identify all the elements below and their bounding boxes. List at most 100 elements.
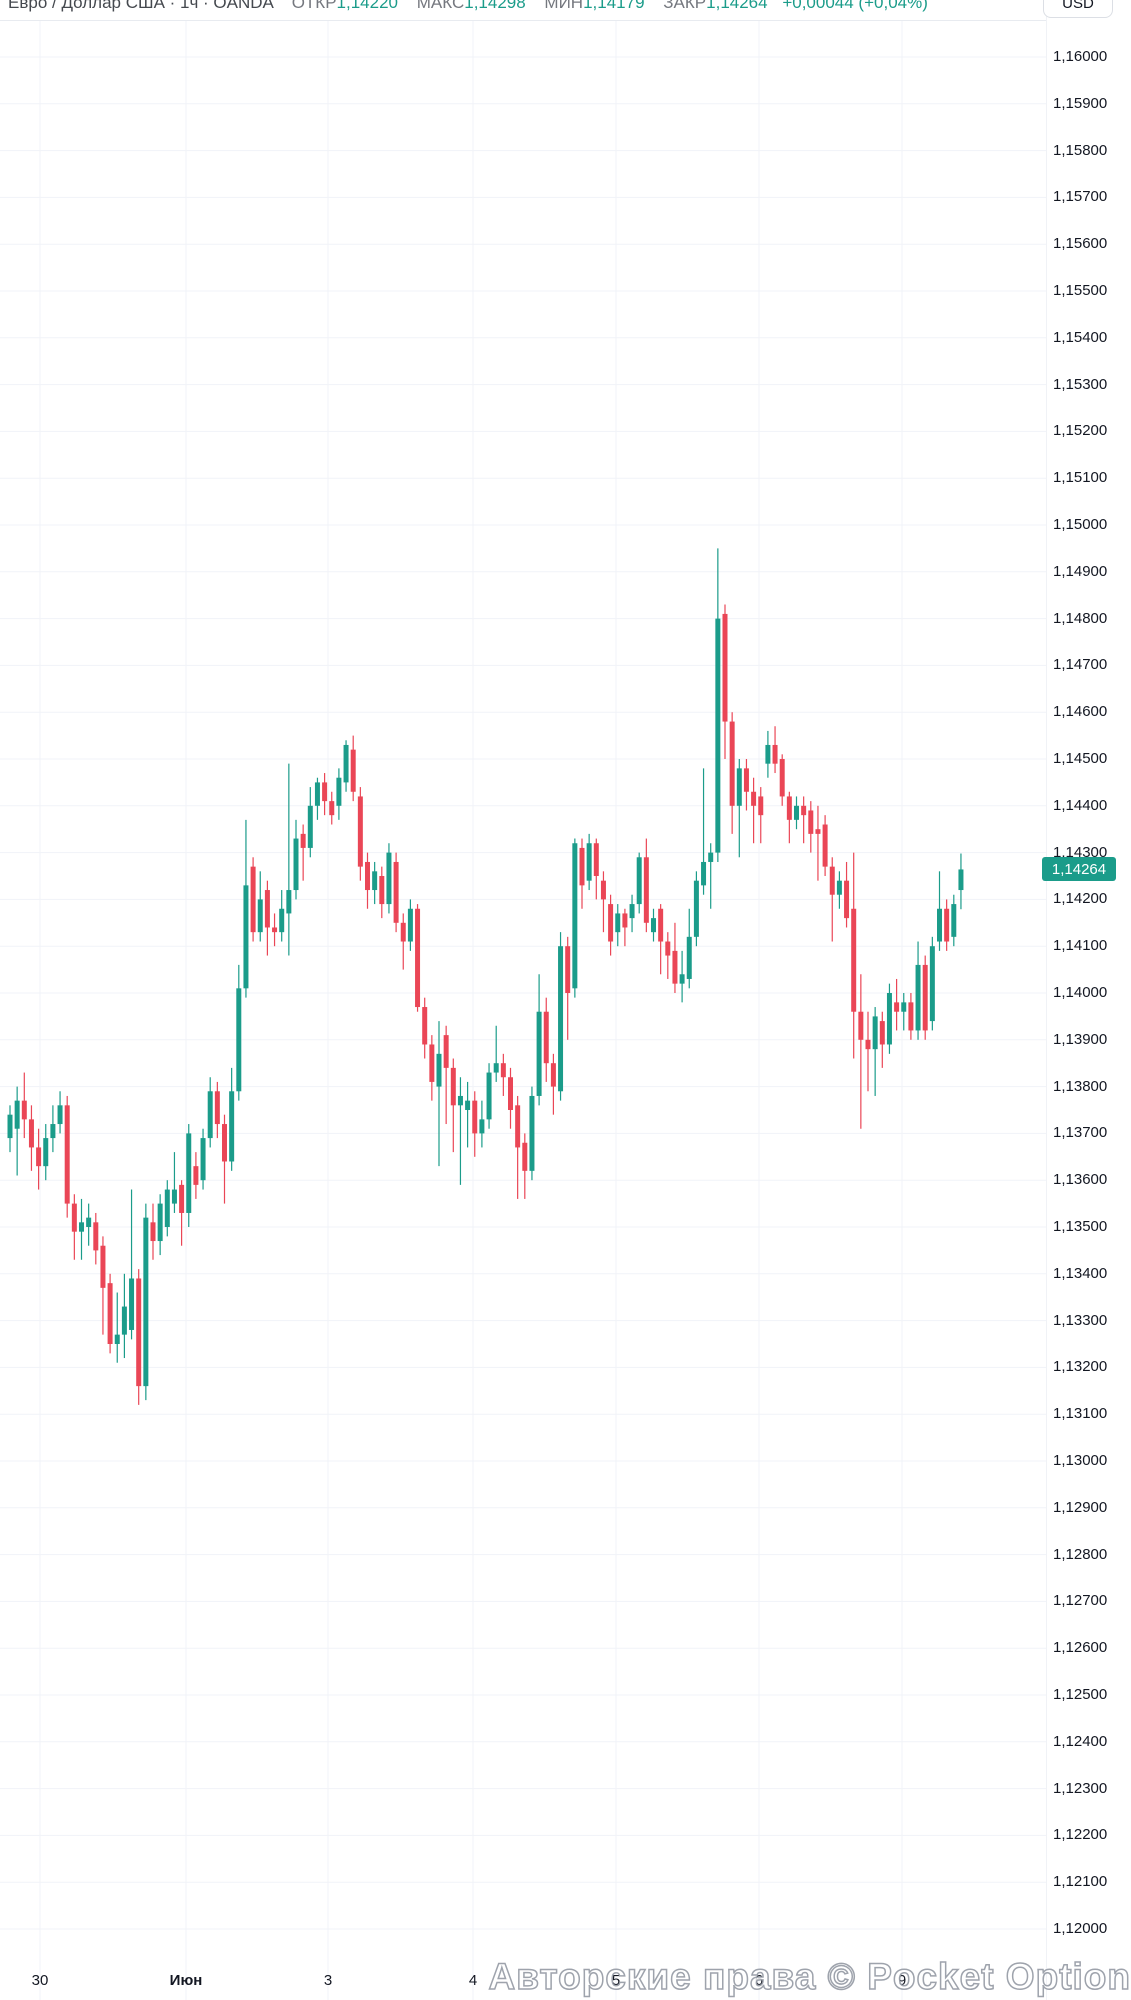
candle-down: [786, 791, 792, 844]
legend-high-value: 1,14298: [464, 0, 526, 12]
candle-up: [157, 1194, 163, 1256]
price-axis-label: 1,14500: [1053, 750, 1108, 767]
candle-up: [372, 861, 378, 905]
price-axis-label: 1,15500: [1053, 282, 1108, 299]
price-axis-label: 1,14300: [1053, 843, 1108, 861]
candle-up: [43, 1124, 49, 1181]
price-axis-label: 1,14000: [1053, 984, 1108, 1001]
candle-up: [79, 1198, 84, 1260]
currency-button[interactable]: USD: [1043, 0, 1113, 18]
candle-down: [722, 604, 728, 759]
candle-down: [608, 894, 614, 956]
candle-down: [322, 773, 328, 816]
candle-down: [565, 936, 571, 1040]
candle-up: [586, 833, 592, 891]
candle-up: [279, 890, 285, 942]
price-axis-label: 1,14900: [1053, 562, 1108, 580]
candle-up: [708, 843, 714, 909]
price-axis-label: 1,15200: [1053, 422, 1108, 440]
price-axis-label: 1,12300: [1053, 1779, 1108, 1797]
price-axis-label: 1,13600: [1053, 1171, 1108, 1189]
price-axis-label: 1,16000: [1053, 48, 1108, 65]
price-axis-label: 1,13100: [1053, 1405, 1108, 1423]
candle-down: [922, 955, 928, 1040]
candle-up: [164, 1180, 170, 1237]
price-axis-label: 1,15300: [1053, 375, 1108, 393]
candle-down: [500, 1053, 506, 1096]
candle-up: [7, 1105, 13, 1153]
legend-open-value: 1,14220: [336, 0, 398, 12]
time-axis-label: 3: [323, 1972, 333, 1989]
symbol-title[interactable]: Евро / Доллар США · 1ч · OANDA: [8, 0, 273, 12]
price-axis-label: 1,12800: [1053, 1545, 1108, 1563]
candle-down: [743, 759, 749, 811]
candle-down: [329, 791, 335, 825]
candle-down: [851, 852, 857, 1059]
candle-up: [558, 932, 564, 1101]
candle-up: [286, 763, 292, 956]
price-axis-label: 1,15700: [1053, 188, 1108, 206]
candle-up: [50, 1105, 56, 1153]
candle-down: [672, 922, 678, 993]
candle-up: [479, 1100, 485, 1148]
candle-up: [951, 894, 957, 947]
candle-up: [293, 819, 299, 900]
price-axis-label: 1,12700: [1053, 1592, 1108, 1610]
price-axis-label: 1,15600: [1053, 235, 1108, 253]
candle-up: [651, 908, 656, 942]
price-axis-label: 1,13800: [1053, 1077, 1108, 1095]
candle-up: [143, 1203, 149, 1401]
candle-down: [550, 1053, 556, 1115]
watermark: Авторские права © Pocket Option: [488, 1955, 1131, 1998]
candle-down: [357, 787, 363, 881]
candle-down: [779, 754, 785, 806]
price-axis-label: 1,13900: [1053, 1030, 1108, 1048]
candle-down: [300, 824, 306, 881]
candle-up: [872, 1007, 878, 1096]
candle-down: [272, 913, 278, 947]
candle-down: [600, 871, 606, 933]
candle-down: [879, 1011, 885, 1068]
candle-down: [865, 1011, 871, 1092]
candle-down: [515, 1095, 521, 1199]
candle-down: [522, 1133, 528, 1199]
candle-up: [529, 1086, 535, 1181]
candle-up: [636, 852, 642, 914]
candle-up: [794, 796, 799, 830]
time-axis-label: 5: [611, 1972, 621, 1989]
candle-up: [171, 1152, 177, 1213]
price-axis-label: 1,13700: [1053, 1124, 1108, 1142]
candle-up: [114, 1292, 120, 1363]
price-axis-label: 1,12100: [1053, 1873, 1108, 1891]
candle-down: [443, 1025, 449, 1125]
price-axis-label: 1,14100: [1053, 937, 1108, 955]
candlestick-chart[interactable]: [0, 0, 1046, 2000]
candle-down: [429, 1035, 435, 1101]
time-axis-label: 30: [31, 1972, 49, 1989]
candle-up: [229, 1067, 235, 1171]
candle-up: [314, 777, 320, 820]
legend-close-value: 1,14264: [706, 0, 768, 12]
candle-down: [250, 857, 256, 942]
price-axis-label: 1,15800: [1053, 141, 1108, 159]
candle-down: [393, 852, 399, 933]
candle-up: [307, 787, 313, 858]
price-axis-label: 1,12900: [1053, 1498, 1108, 1516]
candle-down: [643, 838, 649, 933]
price-axis-label: 1,12600: [1053, 1639, 1108, 1657]
candle-down: [150, 1203, 156, 1260]
legend-high-label: МАКС: [416, 0, 465, 12]
candle-down: [772, 726, 778, 774]
candle-down: [350, 735, 356, 802]
price-axis[interactable]: 1,16000 1,15900 1,15800 1,15700 1,15600 1,155…: [1046, 0, 1131, 2000]
price-axis-label: 1,13200: [1053, 1358, 1108, 1376]
candle-down: [222, 1114, 227, 1204]
price-axis-label: 1,15000: [1053, 516, 1108, 533]
candle-up: [536, 974, 542, 1106]
candle-down: [579, 838, 585, 909]
candle-down: [93, 1212, 99, 1265]
candle-up: [629, 894, 635, 933]
candle-down: [751, 777, 757, 844]
candle-down: [415, 904, 421, 1012]
candle-up: [436, 1021, 442, 1167]
